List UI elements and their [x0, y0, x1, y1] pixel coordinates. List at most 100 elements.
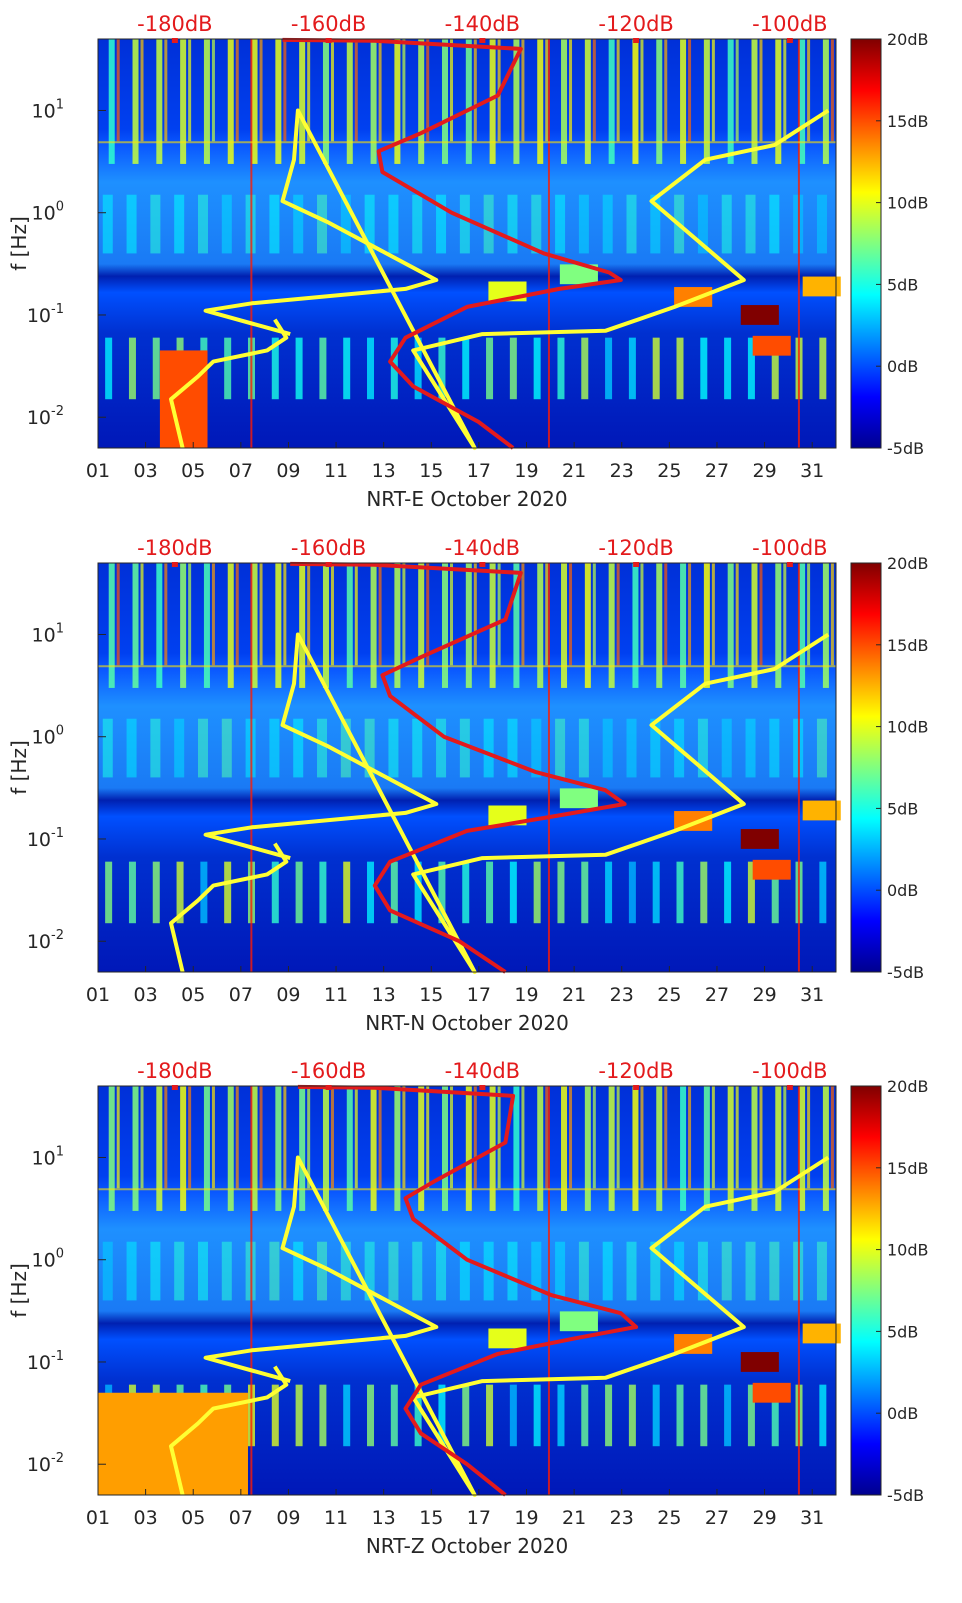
x-tick-label: 27 [705, 460, 729, 482]
y-tick-label: 100 [32, 1247, 64, 1272]
spectrogram-cell [640, 563, 644, 666]
spectrogram-cell [176, 861, 184, 924]
x-tick-label: 13 [372, 1507, 396, 1529]
spectrogram-cell [703, 1086, 710, 1211]
spectrogram-cell [700, 337, 708, 400]
spectrogram-cell [367, 861, 375, 924]
spectrogram-cell [250, 1086, 253, 1495]
spectrogram-cell [486, 1384, 494, 1447]
spectrogram-cell [531, 194, 542, 254]
x-tick-label: 15 [419, 1507, 443, 1529]
spectrogram-cell [561, 1086, 568, 1211]
x-tick-label: 19 [514, 460, 538, 482]
top-axis-tick [786, 38, 793, 43]
spectrogram-cell [721, 194, 732, 254]
spectrogram-cell [259, 563, 263, 666]
x-tick-label: 13 [372, 984, 396, 1006]
spectrogram-cell [203, 39, 210, 164]
top-axis-label: -120dB [598, 1059, 673, 1083]
spectrogram-cell [227, 1086, 234, 1211]
top-axis-tick [325, 1085, 332, 1090]
spectrogram-cell [269, 1241, 280, 1301]
spectrogram-cell [364, 718, 375, 778]
spectrogram-cell [259, 1086, 263, 1189]
spectrogram-cell [555, 718, 566, 778]
spectrogram-cell [465, 1086, 472, 1211]
x-tick-label: 27 [705, 1507, 729, 1529]
top-axis-label: -180dB [137, 1059, 212, 1083]
x-tick-label: 11 [324, 984, 348, 1006]
spectrogram-cell [227, 563, 234, 688]
spectrogram-cell [747, 861, 755, 924]
spectrogram-cell [473, 39, 477, 142]
spectrogram-cell [747, 337, 755, 400]
spectrogram-cell [188, 563, 192, 666]
spectrogram-cell [537, 1086, 544, 1211]
spectrogram-cell [483, 1241, 494, 1301]
x-tick-label: 21 [562, 984, 586, 1006]
spectrogram-cell [126, 718, 137, 778]
spectrogram-cell [412, 1241, 423, 1301]
spectrogram-cell [507, 194, 518, 254]
spectrogram-cell [533, 1384, 541, 1447]
spectrogram-cell [752, 1382, 791, 1403]
spectrogram-cell [224, 861, 232, 924]
x-tick-label: 13 [372, 460, 396, 482]
spectrogram-cell [426, 39, 430, 142]
spectrogram-cell [656, 39, 663, 164]
spectrogram-cell [150, 194, 161, 254]
y-tick-label: 10-1 [27, 302, 64, 327]
spectrogram-cell [797, 1086, 800, 1495]
spectrogram-cell [697, 1241, 708, 1301]
spectrogram-cell [152, 861, 160, 924]
spectrogram-cell [584, 1086, 591, 1211]
spectrogram-cell [250, 39, 253, 448]
spectrogram-cell [473, 563, 477, 666]
spectrogram-cell [797, 563, 800, 972]
colorbar-tick-label: 15dB [887, 112, 929, 131]
spectrogram-cell [450, 39, 454, 142]
spectrogram-cell [269, 718, 280, 778]
spectrogram-cell [221, 1241, 232, 1301]
spectrogram-cell [436, 718, 447, 778]
spectrogram-cell [802, 1323, 841, 1344]
spectrogram-cell [388, 718, 399, 778]
spectrogram-cell [346, 563, 353, 688]
colorbar-tick-label: 0dB [887, 881, 918, 900]
spectrogram-cell [414, 861, 422, 924]
spectrogram-cell [547, 1086, 550, 1495]
plot-axes-box [97, 1085, 837, 1496]
colorbar-tick-label: 0dB [887, 1404, 918, 1423]
spectrogram-cell [513, 1086, 520, 1211]
spectrogram-cell [128, 337, 136, 400]
spectrogram-cell [295, 337, 303, 400]
spectrogram-cell [521, 39, 525, 142]
x-tick-label: 25 [657, 1507, 681, 1529]
spectrogram-cell [340, 718, 351, 778]
spectrogram-cell [116, 1086, 120, 1189]
x-tick-label: 23 [610, 1507, 634, 1529]
x-tick-label: 03 [134, 984, 158, 1006]
spectrogram-cell [537, 39, 544, 164]
spectrogram-cell [735, 1086, 739, 1189]
spectrogram-cell [116, 39, 120, 142]
spectrogram-cell [271, 1384, 279, 1447]
top-axis-label: -140dB [445, 12, 520, 36]
spectrogram-cell [293, 718, 304, 778]
spectrogram-cell [578, 1241, 589, 1301]
x-tick-label: 01 [86, 1507, 110, 1529]
spectrogram-cell [354, 39, 358, 142]
top-axis-tick [786, 1085, 793, 1090]
spectrogram-panel-2: 01 03 05 07 09 11 13 15 17 19 21 23 25 27 29 31 NRT-N Oc… [7, 536, 929, 1035]
spectrogram-cell [819, 861, 827, 924]
top-axis-tick [325, 38, 332, 43]
spectrogram-cell [174, 1241, 185, 1301]
spectrogram-cell [180, 39, 187, 164]
spectrogram-cell [390, 861, 398, 924]
top-axis-label: -160dB [291, 536, 366, 560]
spectrogram-cell [605, 861, 613, 924]
spectrogram-cell [497, 563, 501, 666]
spectrogram-cell [775, 39, 782, 164]
spectrogram-cell [488, 805, 527, 826]
spectrogram-cells [98, 39, 841, 448]
